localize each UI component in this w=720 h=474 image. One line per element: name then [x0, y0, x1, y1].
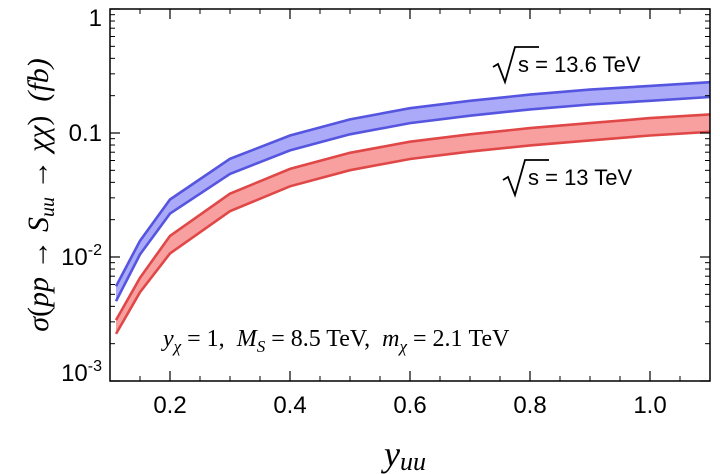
y-tick-base: 10 — [61, 360, 88, 387]
label-13-rest: = 13 TeV — [539, 165, 632, 190]
band-1-fill — [116, 114, 710, 334]
band-1-upper-line — [114, 113, 711, 321]
y-tick-base: 10 — [61, 244, 88, 271]
band-0-upper-line — [114, 80, 711, 287]
y-axis-title: σ(pp → Suu → χχ) (fb) — [22, 58, 59, 332]
label-13-6-tev: s = 13.6 TeV — [492, 46, 641, 85]
y-tick-base: 0.1 — [69, 120, 102, 147]
x-title-sub: uu — [400, 447, 426, 474]
param-y-sub: χ — [172, 337, 182, 356]
x-axis-title: yuu — [381, 434, 426, 474]
y-title-S: S — [22, 217, 55, 232]
svg-text:s = 13.6 TeV: s = 13.6 TeV — [518, 52, 641, 77]
x-tick-label: 0.6 — [393, 392, 426, 419]
y-title-unit: (fb) — [22, 58, 55, 101]
param-part1: = 1, — [181, 326, 237, 352]
x-tick-label: 0.8 — [513, 392, 546, 419]
y-title-open: ( — [22, 307, 55, 317]
band-0-lower-line — [114, 95, 711, 302]
param-y: y — [161, 326, 174, 352]
y-tick-label: 10-3 — [61, 358, 102, 387]
parameters-annotation: yχ = 1, MS = 8.5 TeV, mχ = 2.1 TeV — [161, 326, 510, 356]
param-part3: = 2.1 TeV — [407, 326, 510, 352]
label-13-6-sqrt-s: s — [518, 52, 529, 77]
param-M: M — [236, 326, 259, 352]
x-tick-label: 0.2 — [153, 392, 186, 419]
ticks-layer: 0.2 0.4 0.6 0.8 1.010.110-210-3 — [61, 5, 710, 419]
label-13-tev: s = 13 TeV — [502, 159, 632, 198]
bands-layer — [114, 80, 711, 335]
sqrt-sign-icon — [502, 159, 549, 198]
band-1-lower-line — [114, 130, 711, 335]
y-tick-base: 1 — [89, 5, 102, 32]
y-title-arrow2: → — [22, 152, 55, 197]
y-title-chichi: χχ — [22, 125, 55, 155]
y-tick-exponent: -2 — [88, 242, 102, 259]
y-title-sigma: σ — [22, 316, 55, 332]
y-title-arrow1: → — [22, 232, 55, 277]
x-tick-label: 1.0 — [633, 392, 666, 419]
label-13-6-rest: = 13.6 TeV — [529, 52, 641, 77]
param-M-sub: S — [257, 337, 266, 356]
y-title-pp: pp — [22, 277, 55, 309]
label-13-sqrt-s: s — [528, 165, 539, 190]
y-tick-label: 1 — [89, 5, 102, 32]
param-part2: = 8.5 TeV, — [265, 326, 382, 352]
y-tick-label: 0.1 — [69, 120, 102, 147]
x-title-main: y — [381, 434, 400, 474]
y-title-close: ) — [22, 116, 55, 126]
x-tick-label: 0.4 — [273, 392, 306, 419]
y-title-S-sub: uu — [37, 197, 59, 217]
y-tick-exponent: -3 — [88, 358, 102, 375]
y-tick-label: 10-2 — [61, 242, 102, 271]
sqrt-sign-icon — [492, 46, 539, 85]
svg-text:s = 13 TeV: s = 13 TeV — [528, 165, 632, 190]
param-m: m — [382, 326, 399, 352]
param-m-sub: χ — [398, 337, 408, 356]
